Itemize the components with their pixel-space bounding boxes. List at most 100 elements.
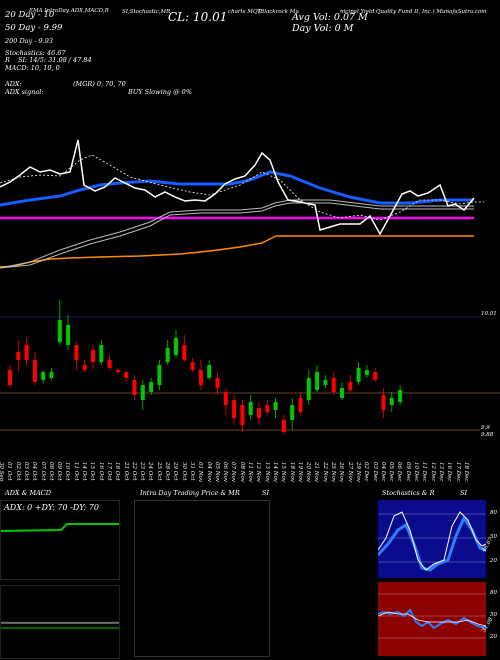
candle-body — [331, 378, 336, 392]
date-tick: 18 Oct — [114, 462, 121, 481]
candle-body — [190, 362, 195, 370]
candle-body — [232, 400, 237, 418]
header-symbol-label: charts MQT — [228, 9, 262, 15]
intraday-panel-title: Intra Day Trading Price & MR — [140, 489, 240, 497]
date-tick: 30 Oct — [180, 462, 187, 481]
adx-panel-values: ADX: 0 +DY: 70 -DY: 70 — [4, 503, 99, 512]
date-tick: 05 Nov — [213, 462, 220, 482]
candle-body — [373, 372, 378, 380]
candle-body — [74, 345, 79, 360]
candle-body — [389, 398, 394, 405]
candle-body — [281, 420, 286, 432]
date-tick: 16 Dec — [446, 462, 453, 482]
candle-body — [107, 360, 112, 368]
price-envelope-upper — [0, 199, 474, 269]
macd-panel — [0, 585, 120, 659]
ma50-label: 50 Day - 9.99 — [5, 23, 63, 33]
candle-body — [124, 372, 129, 378]
candle-body — [381, 395, 386, 410]
ma200-label: 200 Day - 9.93 — [5, 37, 54, 45]
close-price-label: CL: 10.01 — [168, 10, 228, 24]
date-tick: 02 Dec — [363, 462, 370, 482]
candle-body — [340, 388, 344, 398]
date-tick: 18 Nov — [288, 462, 295, 482]
date-tick: 04 Oct — [31, 462, 38, 481]
date-tick: 11 Nov — [247, 462, 253, 482]
date-tick: 15 Oct — [89, 462, 96, 481]
date-tick: 03 Oct — [22, 462, 29, 481]
candle-body — [8, 370, 12, 385]
intraday-panel — [134, 500, 270, 657]
header-company-label: (Blackrock Mu — [258, 9, 299, 15]
macd-label: MACD: 10, 10, 0 — [5, 64, 60, 72]
candle-body — [66, 325, 71, 345]
stoch-tick-50: 50 — [490, 534, 497, 540]
candle-body — [290, 405, 295, 420]
macd-chart — [1, 621, 119, 629]
stochastics-chart — [378, 511, 486, 572]
candlestick-series — [8, 300, 403, 435]
rsi-chart — [378, 593, 486, 639]
candle-body — [165, 348, 170, 362]
date-tick: 01 Nov — [197, 462, 204, 482]
rsi-tick-50: 50 — [490, 612, 497, 618]
date-tick: 31 Oct — [188, 462, 195, 481]
stochastics-panel — [378, 500, 486, 578]
intraday-panel-title-si: SI — [262, 489, 270, 497]
candle-body — [298, 398, 303, 412]
date-tick: 19 Nov — [296, 462, 303, 482]
ema20-line — [0, 170, 474, 207]
date-tick: 30 Sep — [0, 462, 4, 482]
date-tick: 24 Oct — [147, 462, 154, 481]
candle-body — [57, 320, 62, 342]
candle-body — [273, 402, 278, 410]
date-tick: 07 Nov — [230, 462, 237, 482]
adx-panel: ADX: 0 +DY: 70 -DY: 70 — [0, 500, 120, 580]
candle-body — [115, 370, 120, 372]
date-tick: 20 Nov — [305, 462, 312, 482]
candle-body — [82, 365, 87, 370]
date-tick: 02 Oct — [14, 462, 21, 481]
candle-body — [24, 345, 29, 360]
date-tick: 21 Oct — [122, 462, 129, 481]
header-stoch-label: SI,Stochastic,MR — [122, 9, 171, 15]
date-tick: 14 Nov — [271, 462, 278, 482]
date-tick: 06 Nov — [222, 462, 229, 482]
stoch-tick-80: 80 — [490, 510, 497, 516]
date-tick: 17 Dec — [454, 462, 461, 482]
rsi-tick-20: 20 — [490, 634, 497, 640]
candle-body — [198, 370, 203, 385]
adx-line — [1, 523, 119, 532]
date-tick: 11 Oct — [72, 462, 79, 481]
date-tick: 23 Oct — [139, 462, 146, 481]
stoch-panel-title-si: SI — [460, 489, 468, 497]
date-tick: 26 Nov — [338, 462, 345, 482]
date-tick: 16 Oct — [97, 462, 104, 481]
rsi-tick-80: 80 — [490, 590, 497, 596]
candle-body — [91, 350, 95, 362]
date-tick: 12 Nov — [255, 462, 262, 482]
candle-body — [174, 338, 178, 355]
date-tick: 17 Oct — [105, 462, 112, 481]
candle-body — [257, 408, 261, 418]
candle-body — [215, 378, 220, 388]
price-tick-1: 10.01 — [481, 311, 497, 317]
buy-slowing-label: BUY Slowing @ 0% — [128, 88, 192, 96]
date-tick: 21 Nov — [313, 462, 320, 482]
date-tick: 18 Dec — [462, 462, 469, 482]
rsi-signal-line — [378, 611, 486, 627]
rsi-panel — [378, 582, 486, 656]
date-tick: 22 Oct — [130, 462, 137, 481]
candle-body — [182, 345, 187, 360]
adx-panel-title: ADX & MACD — [5, 489, 51, 497]
candle-body — [140, 385, 145, 400]
adx-label: ADX: — [5, 80, 22, 88]
candle-body — [49, 372, 54, 378]
price-line — [0, 139, 475, 236]
adx-chart — [1, 523, 119, 532]
header-line-1: EMA IntraDay ADX,MACD,R — [2, 8, 109, 14]
avg-vol-label: Avg Vol: 0.07 M — [292, 12, 368, 23]
candle-body — [356, 368, 361, 382]
stochastics-label: Stochastics: 46.67 — [5, 49, 66, 57]
